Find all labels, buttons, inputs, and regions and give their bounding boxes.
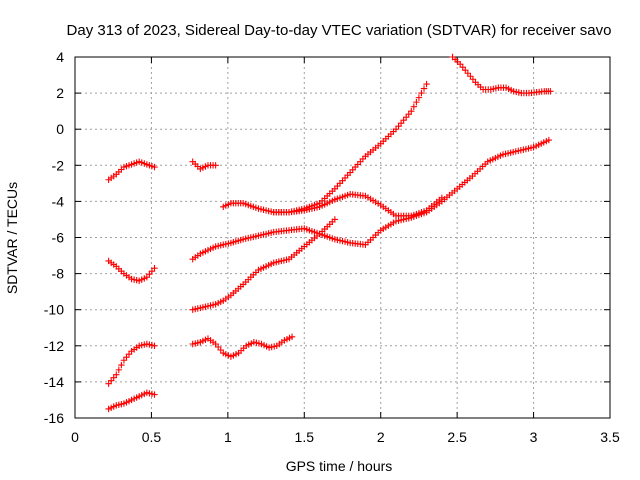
series-arc-1 — [105, 158, 158, 183]
x-tick-label: 2 — [377, 429, 385, 445]
x-tick-label: 1.5 — [295, 429, 315, 445]
data-point — [418, 89, 425, 97]
y-axis-label: SDTVAR / TECUs — [4, 182, 20, 294]
series-arc-5 — [189, 158, 219, 173]
data-point — [415, 94, 423, 101]
series-arc-8 — [189, 216, 339, 313]
data-point — [423, 80, 430, 88]
x-tick-label: 0 — [71, 429, 79, 445]
data-point — [331, 216, 339, 223]
x-tick-label: 3.5 — [600, 429, 620, 445]
ticks — [74, 56, 611, 419]
y-tick-label: -12 — [44, 338, 64, 354]
x-tick-label: 2.5 — [447, 429, 467, 445]
x-tick-label: 1 — [224, 429, 232, 445]
data-point — [438, 194, 446, 201]
data-point — [151, 163, 158, 171]
y-tick-label: -14 — [44, 374, 64, 390]
data-point — [547, 88, 554, 95]
data-point — [545, 136, 553, 144]
data-point — [118, 361, 125, 369]
data-point — [420, 85, 428, 92]
x-tick-label: 3 — [530, 429, 538, 445]
data-point — [413, 98, 420, 106]
y-tick-label: -4 — [52, 193, 65, 209]
data-point — [408, 107, 415, 115]
data-point — [410, 103, 418, 110]
series-arc-11 — [449, 53, 554, 97]
series-arc-3 — [105, 340, 158, 387]
chart-title: Day 313 of 2023, Sidereal Day-to-day VTE… — [67, 22, 612, 39]
series-arc-2 — [105, 257, 158, 285]
y-tick-label: -8 — [52, 266, 65, 282]
data-point — [151, 342, 158, 349]
data-point — [115, 366, 123, 374]
x-axis-label: GPS time / hours — [286, 458, 393, 474]
y-tick-label: -10 — [44, 302, 64, 318]
y-tick-label: 0 — [56, 121, 64, 137]
data-points — [105, 53, 554, 413]
series-arc-4 — [105, 389, 158, 413]
y-tick-label: -6 — [52, 230, 65, 246]
data-point — [151, 264, 158, 272]
y-tick-label: -16 — [44, 410, 64, 426]
y-tick-label: 4 — [56, 49, 64, 65]
x-tick-label: 0.5 — [142, 429, 162, 445]
series-arc-6 — [189, 333, 296, 360]
y-tick-label: -2 — [52, 157, 65, 173]
data-point — [288, 333, 296, 340]
series-arc-10 — [270, 190, 446, 220]
tick-labels: 0 0.5 1 1.5 2 2.5 3 3.5 -16 -14 -12 -10 -8 -6 -4 -2 0 2 4 — [44, 49, 620, 445]
data-point — [151, 391, 158, 398]
y-tick-label: 2 — [56, 85, 64, 101]
data-point — [212, 162, 219, 169]
series-arc-7 — [189, 136, 553, 263]
data-point — [113, 371, 120, 378]
